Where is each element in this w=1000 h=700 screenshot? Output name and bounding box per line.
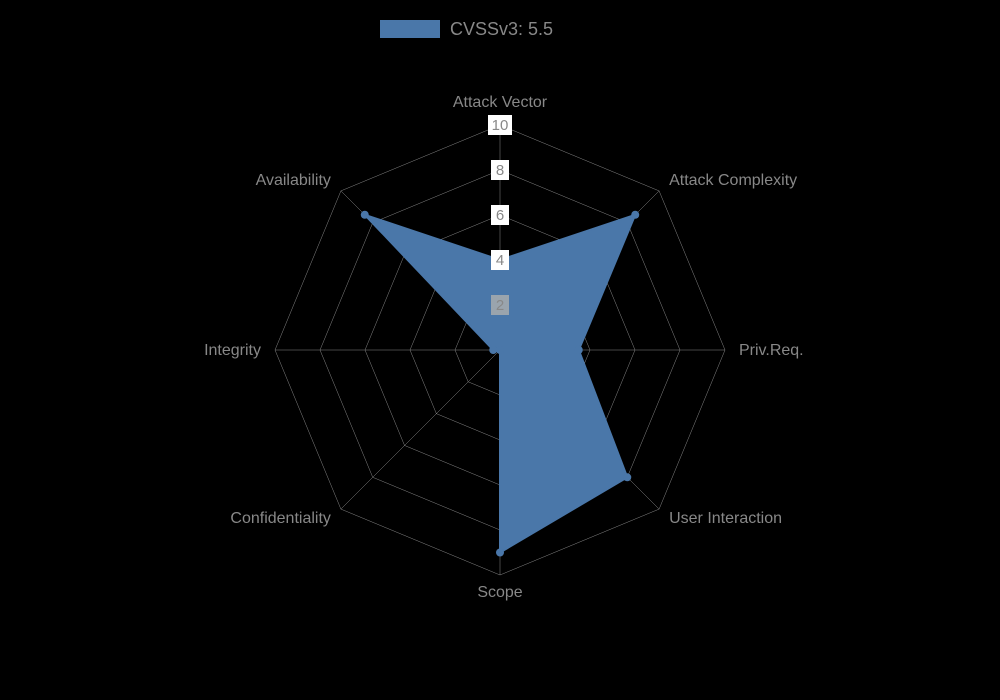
radial-tick-label: 10 bbox=[492, 117, 509, 134]
radial-tick-label: 8 bbox=[496, 162, 504, 179]
radar-series-marker bbox=[575, 346, 583, 354]
axis-label: Priv.Req. bbox=[739, 342, 804, 359]
axis-label: Availability bbox=[256, 172, 331, 189]
radar-series-marker bbox=[623, 473, 631, 481]
radar-series-marker bbox=[489, 346, 497, 354]
radar-series-marker bbox=[631, 211, 639, 219]
legend-label: CVSSv3: 5.5 bbox=[450, 19, 553, 39]
axis-label: Confidentiality bbox=[230, 510, 331, 527]
axis-label: User Interaction bbox=[669, 510, 782, 527]
radial-tick-label: 6 bbox=[496, 207, 504, 224]
radar-series-marker bbox=[361, 211, 369, 219]
radar-series-marker bbox=[496, 549, 504, 557]
axis-label: Integrity bbox=[204, 342, 261, 359]
axis-label: Scope bbox=[477, 584, 522, 601]
radial-tick-label: 4 bbox=[496, 252, 504, 269]
axis-label: Attack Vector bbox=[453, 94, 548, 111]
cvss-radar-chart: 2 4 6 8 10 Attack Vector Attack Complexity Priv… bbox=[0, 0, 1000, 700]
radial-tick-label: 2 bbox=[496, 297, 504, 314]
axis-label: Attack Complexity bbox=[669, 172, 797, 189]
legend-swatch bbox=[380, 20, 440, 38]
